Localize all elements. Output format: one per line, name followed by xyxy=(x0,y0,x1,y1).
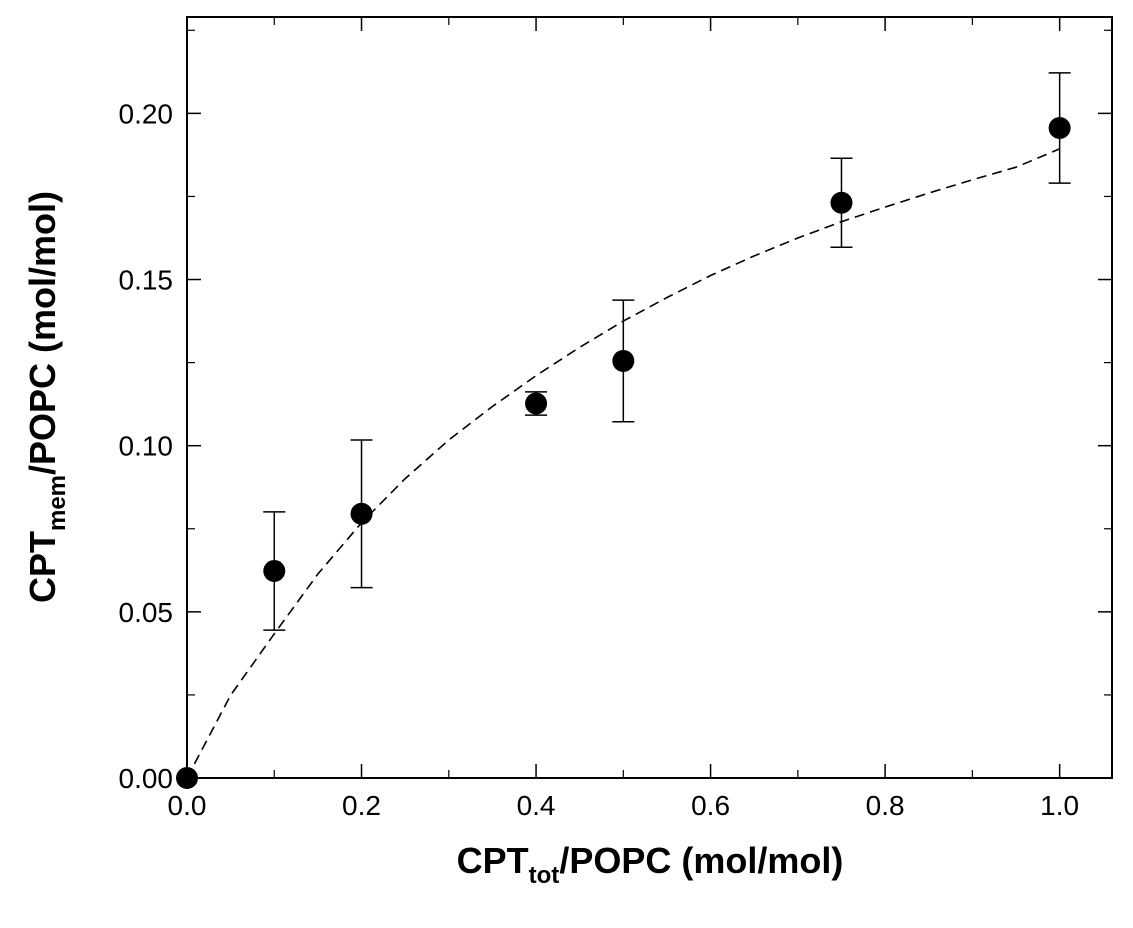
data-point xyxy=(525,392,548,415)
y-tick-label: 0.05 xyxy=(119,597,174,628)
y-axis-title-rest: /POPC (mol/mol) xyxy=(22,191,63,475)
x-axis-title-rest: /POPC (mol/mol) xyxy=(559,840,843,881)
x-tick-label: 0.4 xyxy=(517,790,556,821)
y-axis-title-sub: mem xyxy=(44,475,71,531)
x-axis-title-sub: tot xyxy=(529,862,560,889)
fit-curve-layer xyxy=(186,148,1060,779)
error-bars xyxy=(263,72,1071,631)
fit-curve xyxy=(186,148,1060,779)
data-point xyxy=(612,349,635,372)
y-axis-title: CPTmem/POPC (mol/mol) xyxy=(22,191,71,603)
data-points xyxy=(176,116,1071,789)
y-tick-label: 0.10 xyxy=(119,431,174,462)
data-point xyxy=(830,191,853,214)
x-tick-label: 0.0 xyxy=(168,790,207,821)
x-tick-label: 0.6 xyxy=(691,790,730,821)
data-point xyxy=(350,502,373,525)
y-axis-title-main: CPT xyxy=(22,531,63,603)
x-axis-title: CPTtot/POPC (mol/mol) xyxy=(457,840,844,889)
x-tick-label: 0.2 xyxy=(342,790,381,821)
plot-frame xyxy=(186,16,1113,779)
x-tick-label: 0.8 xyxy=(866,790,905,821)
data-point xyxy=(1048,116,1071,139)
y-tick-label: 0.20 xyxy=(119,98,174,129)
y-tick-label: 0.15 xyxy=(119,265,174,296)
x-axis-title-main: CPT xyxy=(457,840,529,881)
axis-ticks: 0.0 0.2 0.4 0.6 0.8 1.0 0.00 0.05 0.10 0.15 0.20 xyxy=(119,17,1112,821)
y-tick-label: 0.00 xyxy=(119,763,174,794)
x-tick-label: 1.0 xyxy=(1040,790,1079,821)
data-point xyxy=(263,559,286,582)
data-point xyxy=(176,767,198,789)
